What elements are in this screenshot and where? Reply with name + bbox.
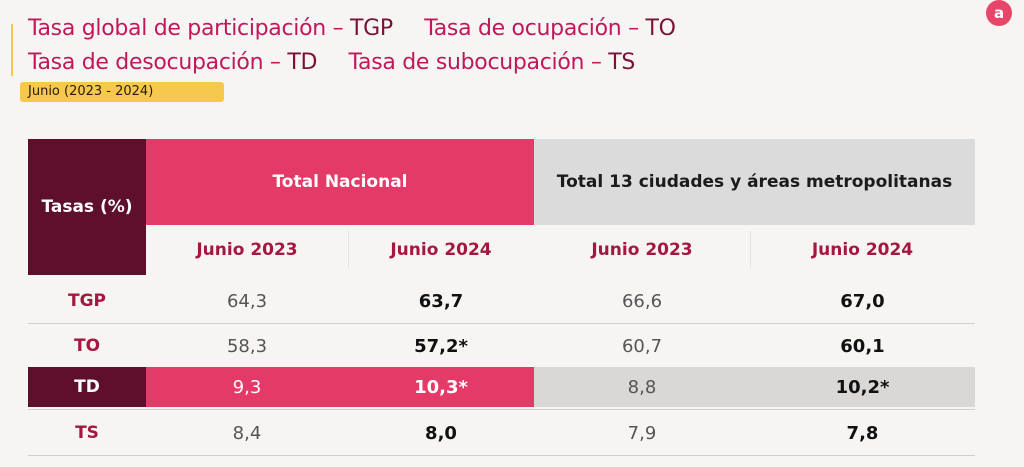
- cell-td-cities-2024: 10,2*: [835, 376, 890, 398]
- title-td-code: TD: [287, 50, 318, 75]
- subheader-divider: [750, 231, 751, 269]
- title-tgp-code: TGP: [349, 16, 393, 41]
- cell-to-cities-2024: 60,1: [840, 335, 885, 357]
- subheader-cities-2023: Junio 2023: [591, 240, 693, 260]
- cell-to-national-2024: 57,2*: [414, 335, 468, 357]
- row-label-td: TD: [74, 377, 100, 397]
- cell-to-cities-2023: 60,7: [621, 335, 663, 357]
- cell-td-national-2024: 10,3*: [414, 376, 468, 398]
- header-national: Total Nacional: [146, 139, 534, 225]
- cell-ts-cities-2023: 7,9: [627, 422, 657, 444]
- accent-bar: [11, 24, 13, 76]
- row-label-ts: TS: [75, 423, 99, 443]
- row-label-to: TO: [73, 336, 101, 356]
- title-ts-label: Tasa de subocupación –: [348, 50, 609, 75]
- cell-tgp-national-2024: 63,7: [418, 290, 464, 312]
- title-line-1: Tasa global de participación – TGP Tasa …: [28, 16, 676, 41]
- subheader-national-2023: Junio 2023: [196, 240, 298, 260]
- logo-icon: a: [986, 0, 1012, 26]
- header-rates: Tasas (%): [28, 139, 146, 275]
- td-row-highlight: [534, 367, 975, 407]
- row-divider: [28, 455, 975, 456]
- row-divider: [28, 409, 975, 410]
- title-td-label: Tasa de desocupación –: [28, 50, 288, 75]
- subheader-cities-2024: Junio 2024: [811, 240, 914, 260]
- cell-ts-national-2024: 8,0: [425, 422, 457, 444]
- title-ts-code: TS: [608, 50, 636, 75]
- td-row-highlight: [28, 367, 146, 407]
- header-cities: Total 13 ciudades y áreas metropolitanas: [534, 139, 975, 225]
- row-label-tgp: TGP: [67, 291, 106, 311]
- title-line-2: Tasa de desocupación – TD Tasa de subocu…: [28, 50, 635, 75]
- cell-ts-national-2023: 8,4: [232, 422, 262, 444]
- td-row-highlight: [146, 367, 534, 407]
- date-badge: Junio (2023 - 2024): [20, 82, 224, 102]
- row-divider: [28, 323, 975, 324]
- cell-tgp-national-2023: 64,3: [226, 290, 268, 312]
- cell-tgp-cities-2024: 67,0: [840, 290, 885, 312]
- subheader-national-2024: Junio 2024: [390, 240, 492, 260]
- title-to-code: TO: [645, 16, 676, 41]
- cell-tgp-cities-2023: 66,6: [621, 290, 663, 312]
- cell-td-national-2023: 9,3: [232, 376, 262, 398]
- cell-td-cities-2023: 8,8: [627, 376, 657, 398]
- subheader-divider: [348, 231, 349, 269]
- title-tgp-label: Tasa global de participación –: [28, 16, 350, 41]
- cell-to-national-2023: 58,3: [226, 335, 268, 357]
- cell-ts-cities-2024: 7,8: [846, 422, 879, 444]
- title-to-label: Tasa de ocupación –: [424, 16, 646, 41]
